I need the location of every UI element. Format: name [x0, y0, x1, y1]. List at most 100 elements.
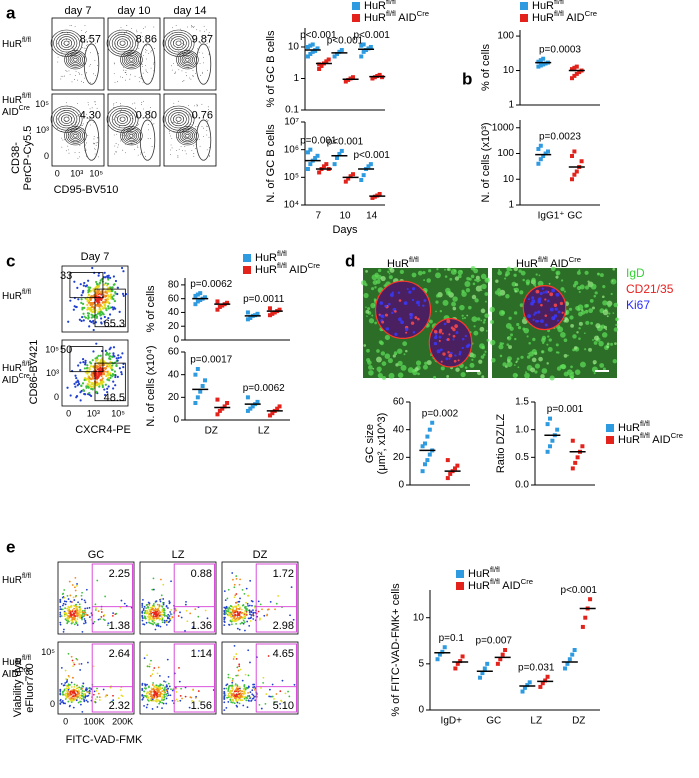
flow-plot: 8.86 [106, 17, 161, 91]
flow-event [114, 153, 116, 155]
flow-event [99, 360, 102, 363]
flow-event [159, 683, 162, 686]
flow-event [233, 586, 236, 589]
data-point [588, 597, 593, 602]
flow-event [87, 299, 90, 303]
flow-event [232, 658, 235, 660]
image-speckle [463, 316, 466, 319]
flow-event [274, 608, 276, 611]
flow-event [165, 693, 168, 696]
x-tick-label: DZ [205, 426, 218, 437]
flow-event [60, 75, 62, 77]
flow-event [235, 593, 238, 595]
flow-event [81, 308, 84, 311]
flow-event [258, 704, 261, 706]
flow-event [158, 617, 161, 620]
flow-event [178, 666, 180, 669]
flow-event [94, 698, 97, 701]
flow-event [207, 117, 209, 119]
column-title: DZ [253, 549, 268, 561]
gate [83, 119, 100, 161]
image-title-part: AID [548, 258, 569, 270]
flow-event [100, 290, 103, 293]
data-point [308, 43, 313, 48]
flow-event [238, 663, 241, 666]
flow-event [67, 598, 70, 600]
image-speckle [517, 326, 522, 330]
flow-event [68, 698, 71, 701]
flow-plot: 0.881.36 [139, 561, 217, 635]
flow-event [104, 383, 107, 386]
flow-event [117, 356, 120, 360]
flow-event [156, 614, 159, 616]
flow-event [74, 698, 77, 701]
flow-event [275, 693, 278, 695]
flow-event [148, 612, 151, 615]
gate-value: 2.32 [109, 700, 130, 712]
flow-event [106, 378, 109, 381]
flow-event [75, 54, 77, 56]
column-title: day 14 [173, 5, 206, 17]
flow-event [111, 295, 114, 299]
row-label-part: Cre [19, 373, 30, 380]
y-tick-label: 0.1 [285, 105, 299, 116]
flow-event [230, 623, 233, 626]
image-speckle [576, 331, 579, 334]
image-speckle [367, 307, 371, 311]
flow-event [116, 286, 119, 289]
flow-event [187, 26, 189, 28]
flow-event [141, 101, 143, 103]
flow-event [180, 616, 183, 619]
flow-event [207, 119, 209, 121]
y-tick-label: 20 [168, 392, 180, 403]
image-cell [381, 320, 385, 324]
image-cell [414, 316, 418, 319]
flow-event [241, 611, 244, 614]
flow-event [147, 137, 149, 139]
data-point [437, 652, 442, 657]
image-cell [527, 298, 531, 301]
flow-event [244, 605, 247, 608]
flow-event [70, 686, 73, 688]
contour [179, 129, 195, 143]
flow-event [249, 697, 251, 700]
flow-event [68, 149, 70, 151]
x-tick-label: 10³ [87, 408, 100, 418]
image-cell [535, 319, 538, 323]
flow-event [106, 387, 109, 390]
flow-event [146, 695, 149, 697]
flow-event [233, 690, 236, 693]
image-speckle [382, 375, 386, 380]
gate-value: 0.88 [191, 568, 212, 580]
image-speckle [383, 284, 387, 288]
flow-event [92, 350, 95, 353]
data-point [420, 444, 425, 449]
flow-event [71, 620, 74, 623]
flow-event [195, 148, 197, 149]
flow-plot: 2.251.38 [57, 561, 135, 635]
flow-event [227, 690, 230, 692]
flow-event [77, 605, 79, 608]
flow-event [143, 100, 145, 102]
image-speckle [583, 332, 586, 335]
flow-event [149, 611, 152, 613]
legend-swatch [243, 266, 251, 274]
flow-event [88, 65, 90, 67]
flow-event [192, 689, 195, 692]
flow-event [83, 47, 85, 49]
flow-event [102, 380, 105, 384]
flow-event [100, 608, 103, 611]
y-tick-label: 1000 [492, 122, 515, 133]
flow-event [112, 694, 114, 697]
flow-event [94, 147, 95, 149]
image-cell [379, 301, 384, 305]
flow-event [67, 688, 70, 691]
image-speckle [483, 318, 486, 322]
flow-event [73, 663, 76, 666]
image-speckle [516, 322, 520, 327]
flow-event [242, 604, 245, 606]
flow-event [98, 282, 101, 285]
flow-event [150, 691, 153, 694]
flow-event [67, 693, 69, 696]
